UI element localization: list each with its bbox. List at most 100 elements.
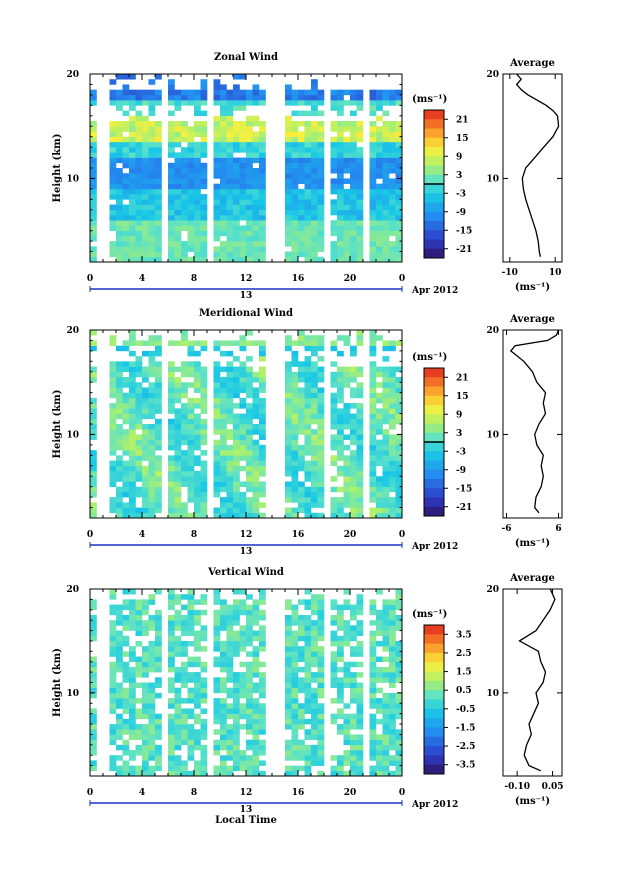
heatmap-cell <box>311 215 318 221</box>
heatmap-cell <box>291 630 299 637</box>
heatmap-cell <box>304 168 312 174</box>
heatmap-cell <box>239 366 247 373</box>
heatmap-cell <box>330 94 338 101</box>
heatmap-cell <box>376 246 383 252</box>
x-axis-label: Local Time <box>215 815 277 826</box>
heatmap-cell <box>389 620 396 626</box>
heatmap-cell <box>168 599 175 605</box>
heatmap-cell <box>395 502 403 508</box>
heatmap-cell <box>304 194 312 200</box>
heatmap-cell <box>148 100 156 106</box>
heatmap-cell <box>259 713 266 720</box>
heatmap-cell <box>220 188 227 195</box>
heatmap-cell <box>304 377 312 383</box>
heatmap-cell <box>291 444 299 451</box>
heatmap-cell <box>220 599 227 605</box>
heatmap-cell <box>285 397 292 404</box>
heatmap-cell <box>285 209 292 216</box>
heatmap-cell <box>376 100 383 106</box>
heatmap-cell <box>90 173 97 179</box>
profile-x-label: (ms⁻¹) <box>515 796 550 807</box>
heatmap-cell <box>194 105 201 111</box>
heatmap-cell <box>116 199 123 205</box>
heatmap-cell <box>389 204 396 211</box>
heatmap-cell <box>135 512 143 519</box>
heatmap-cell <box>90 692 97 699</box>
heatmap-cell <box>259 635 266 642</box>
heatmap-cell <box>356 256 364 263</box>
heatmap-cell <box>194 413 201 420</box>
heatmap-cell <box>376 371 383 378</box>
heatmap-cell <box>317 750 325 756</box>
colorbar-band <box>424 690 444 700</box>
heatmap-cell <box>330 512 338 519</box>
colorbar-tick-label: -3 <box>456 189 466 199</box>
heatmap-cell <box>168 640 175 647</box>
heatmap-cells <box>90 74 403 263</box>
heatmap-cell <box>181 460 188 467</box>
heatmap-cell <box>285 491 292 498</box>
heatmap-cell <box>155 465 162 472</box>
heatmap-cell <box>291 100 299 106</box>
heatmap-cell <box>285 434 292 440</box>
heatmap-cell <box>213 713 221 720</box>
heatmap-cell <box>369 635 377 642</box>
heatmap-cell <box>395 604 403 611</box>
heatmap-cell <box>304 630 312 637</box>
heatmap-cell <box>226 366 234 373</box>
heatmap-cell <box>389 439 396 446</box>
heatmap-cell <box>376 760 383 766</box>
heatmap-cell <box>382 215 390 221</box>
heatmap-cell <box>200 366 208 373</box>
heatmap-cell <box>168 589 175 595</box>
heatmap-cell <box>376 115 383 122</box>
heatmap-cell <box>233 713 240 720</box>
heatmap-cell <box>155 651 162 657</box>
heatmap-cell <box>389 713 396 720</box>
heatmap-cell <box>356 241 364 247</box>
heatmap-cell <box>246 204 253 211</box>
heatmap-cell <box>369 100 377 106</box>
heatmap-cell <box>356 424 364 430</box>
heatmap-cell <box>155 121 162 127</box>
heatmap-cell <box>226 89 234 96</box>
heatmap-cell <box>194 397 201 404</box>
heatmap-cell <box>389 460 396 467</box>
heatmap-cell <box>337 387 344 393</box>
heatmap-cell <box>174 126 182 132</box>
heatmap-cell <box>200 502 208 508</box>
heatmap-cell <box>220 502 227 508</box>
colorbar-band <box>424 662 444 672</box>
heatmap-cell <box>376 199 383 205</box>
heatmap-cell <box>285 698 292 704</box>
heatmap-cell <box>246 408 253 414</box>
heatmap-cell <box>252 724 260 730</box>
colorbar-band <box>424 248 444 259</box>
heatmap-cell <box>259 729 266 735</box>
heatmap-cell <box>122 460 130 467</box>
heatmap-cell <box>213 382 221 388</box>
heatmap-cell <box>304 225 312 231</box>
heatmap-cell <box>259 512 266 519</box>
heatmap-cell <box>330 502 338 508</box>
heatmap-cell <box>239 136 247 143</box>
heatmap-cell <box>298 340 305 346</box>
heatmap-cell <box>187 178 195 184</box>
heatmap-cell <box>148 157 156 164</box>
heatmap-cell <box>168 594 175 600</box>
heatmap-cell <box>337 225 344 231</box>
heatmap-cell <box>116 439 123 446</box>
heatmap-cell <box>226 350 234 357</box>
heatmap-cell <box>181 408 188 414</box>
heatmap-cell <box>181 724 188 730</box>
heatmap-cell <box>356 599 364 605</box>
heatmap-cell <box>155 340 162 346</box>
heatmap-cell <box>200 162 208 169</box>
heatmap-cell <box>116 620 123 626</box>
heatmap-cell <box>200 382 208 388</box>
heatmap-cell <box>350 345 357 352</box>
heatmap-cell <box>90 246 97 252</box>
heatmap-cell <box>330 377 338 383</box>
heatmap-cell <box>181 625 188 631</box>
heatmap-cell <box>285 460 292 467</box>
